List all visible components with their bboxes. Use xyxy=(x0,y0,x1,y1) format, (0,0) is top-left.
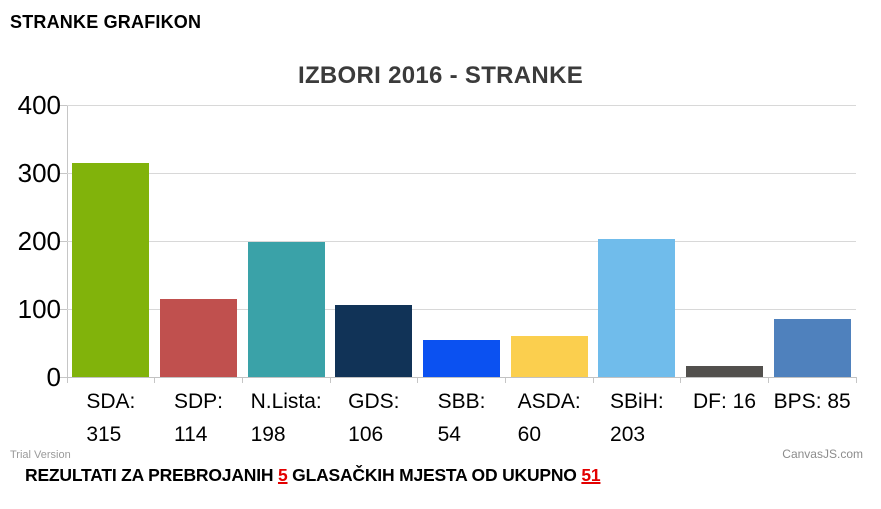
x-label-DF: DF: 16 xyxy=(681,385,769,451)
bar-SBiH[interactable] xyxy=(598,238,676,377)
y-axis-label-100: 100 xyxy=(17,294,61,324)
y-axis-label-300: 300 xyxy=(17,158,61,188)
bar-GDS[interactable] xyxy=(335,304,413,377)
y-axis-tick-0 xyxy=(59,376,67,378)
x-axis-tick xyxy=(154,377,156,383)
x-axis-tick xyxy=(680,377,682,383)
x-axis-tick xyxy=(66,377,68,383)
x-label-text-N.Lista: N.Lista: 198 xyxy=(250,390,322,446)
bar-SDP[interactable] xyxy=(160,299,237,377)
x-label-SDA: SDA: 315 xyxy=(67,385,155,451)
page-title: STRANKE GRAFIKON xyxy=(10,12,202,32)
results-note: REZULTATI ZA PREBROJANIH 5 GLASAČKIH MJE… xyxy=(25,465,601,486)
total-places-value: 51 xyxy=(581,465,601,485)
x-label-text-GDS: GDS: 106 xyxy=(348,390,400,446)
x-axis-labels: SDA: 315 SDP: 114 N.Lista: 198 GDS: 106 SBB: 54 AS… xyxy=(67,385,856,451)
x-label-SBB: SBB: 54 xyxy=(418,385,506,451)
bar-SBB[interactable] xyxy=(423,340,501,377)
x-label-text-SDP: SDP: 114 xyxy=(174,390,224,446)
x-label-text-DF: DF: 16 xyxy=(693,390,757,413)
x-label-N.Lista: N.Lista: 198 xyxy=(242,385,330,451)
x-label-text-SBB: SBB: 54 xyxy=(437,390,486,446)
y-axis-tick-100 xyxy=(59,308,67,310)
bar-slot-SBiH xyxy=(593,105,681,377)
gridline-300 xyxy=(67,172,856,174)
gridline-400 xyxy=(67,104,856,106)
bar-slot-GDS xyxy=(330,105,418,377)
bar-N.Lista[interactable] xyxy=(247,242,325,377)
bar-slot-ASDA xyxy=(505,105,593,377)
chart-title: IZBORI 2016 - STRANKE xyxy=(297,62,584,89)
x-axis-tick xyxy=(241,377,243,383)
x-label-ASDA: ASDA: 60 xyxy=(505,385,593,451)
x-label-text-SBiH: SBiH: 203 xyxy=(610,390,664,446)
y-axis-tick-200 xyxy=(59,240,67,242)
x-axis-tick xyxy=(592,377,594,383)
plot-area: 0 100 200 300 400 SDA: 315 SDP: 114 N.Lista: 198 GD… xyxy=(18,90,857,446)
bar-slot-SDA xyxy=(67,105,155,377)
x-label-SBiH: SBiH: 203 xyxy=(593,385,681,451)
bar-slot-DF xyxy=(681,105,769,377)
x-axis-tick xyxy=(329,377,331,383)
x-label-SDP: SDP: 114 xyxy=(155,385,243,451)
y-axis-label-0: 0 xyxy=(46,362,61,392)
gridline-0 xyxy=(67,376,856,378)
x-label-GDS: GDS: 106 xyxy=(330,385,418,451)
counted-places-value: 5 xyxy=(277,465,288,485)
y-axis-tick-300 xyxy=(59,172,67,174)
bar-ASDA[interactable] xyxy=(510,336,588,377)
results-note-prefix: REZULTATI ZA PREBROJANIH xyxy=(25,465,278,485)
x-axis-tick xyxy=(855,377,857,383)
results-note-middle: GLASAČKIH MJESTA OD UKUPNO xyxy=(287,465,582,485)
gridline-100 xyxy=(67,308,856,310)
x-axis-tick xyxy=(417,377,419,383)
x-axis-tick xyxy=(767,377,769,383)
bar-slot-SBB xyxy=(418,105,506,377)
trial-version-watermark: Trial Version xyxy=(10,449,71,461)
x-label-text-ASDA: ASDA: 60 xyxy=(517,390,581,446)
bar-SDA[interactable] xyxy=(72,162,150,377)
bar-slot-N.Lista xyxy=(242,105,330,377)
x-label-text-BPS: BPS: 85 xyxy=(773,390,851,413)
gridline-200 xyxy=(67,240,856,242)
canvasjs-credit-link[interactable]: CanvasJS.com xyxy=(782,447,863,461)
x-label-BPS: BPS: 85 xyxy=(768,385,856,451)
bar-BPS[interactable] xyxy=(773,319,851,377)
bar-DF[interactable] xyxy=(686,366,764,377)
y-axis-label-400: 400 xyxy=(17,90,61,120)
y-axis-tick-400 xyxy=(59,104,67,106)
x-axis-tick xyxy=(504,377,506,383)
bar-slot-SDP xyxy=(155,105,243,377)
y-axis-label-200: 200 xyxy=(17,226,61,256)
bar-slot-BPS xyxy=(768,105,856,377)
x-label-text-SDA: SDA: 315 xyxy=(86,390,136,446)
bars-row xyxy=(67,105,856,377)
